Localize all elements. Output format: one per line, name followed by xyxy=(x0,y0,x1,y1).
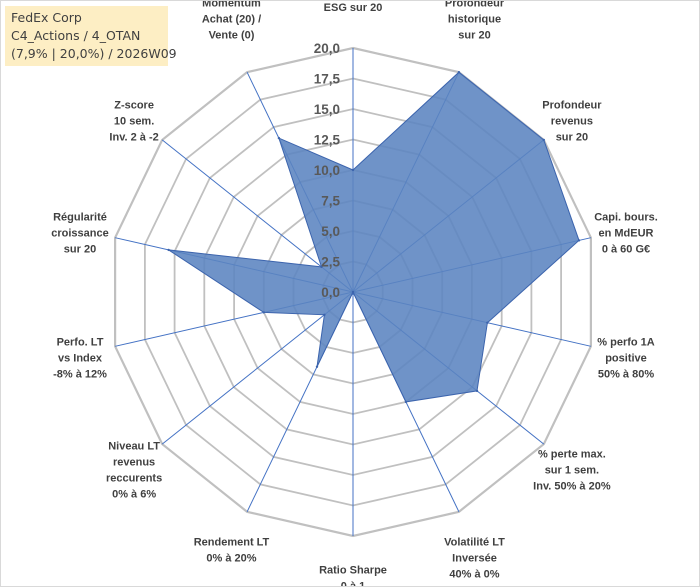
data-point xyxy=(457,71,461,74)
axis-label: Ratio Sharpe0 à 1 xyxy=(319,564,387,586)
tick-label: 2,5 xyxy=(321,255,340,270)
tick-label: 0,0 xyxy=(321,285,340,300)
data-point xyxy=(351,290,355,294)
axis-label: Perfo. LT vs Index -8% à 12% xyxy=(53,336,107,380)
chart-title-box: FedEx Corp C4_Actions / 4_OTAN (7,9% | 2… xyxy=(5,6,177,66)
period-stats: (7,9% | 20,0%) / 2026W09 xyxy=(11,46,177,61)
axis-spoke xyxy=(161,291,354,445)
data-point xyxy=(404,400,408,404)
data-point xyxy=(486,321,489,324)
axis-label: Profondeur historique sur 20 xyxy=(445,1,505,42)
data-point xyxy=(542,138,545,142)
company-name: FedEx Corp xyxy=(11,10,82,25)
tick-label: 15,0 xyxy=(314,102,340,117)
data-point xyxy=(315,365,319,368)
tick-label: 20,0 xyxy=(314,41,340,56)
axis-label: NoteESG sur 20 xyxy=(324,1,383,14)
radar-tick-labels: 0,0 2,5 5,0 7,5 10,0 12,5 15,0 17,5 20,0 xyxy=(314,41,341,300)
tick-label: 5,0 xyxy=(321,224,340,239)
tick-label: 10,0 xyxy=(314,163,340,178)
data-point xyxy=(320,265,323,269)
axis-label: Volatilité LT Inversée 40% à 0% xyxy=(444,537,505,581)
data-point xyxy=(323,313,326,316)
tick-label: 17,5 xyxy=(314,72,341,87)
axis-label: Z-score 10 sem. Inv. 2 à -2 xyxy=(109,99,158,143)
portfolio-category: C4_Actions / 4_OTAN xyxy=(11,28,141,43)
axis-label: % perfo 1A positive 50% à 80% xyxy=(597,336,655,380)
data-point xyxy=(577,239,581,242)
axis-label: Niveau LT revenus reccurents 0% à 6% xyxy=(106,441,162,501)
data-point xyxy=(262,311,265,314)
axis-label: Capi. bours. en MdEUR 0 à 60 G€ xyxy=(594,212,658,256)
data-point xyxy=(167,248,170,252)
series-area xyxy=(168,71,580,403)
axis-label: Profondeur revenus sur 20 xyxy=(542,99,602,143)
tick-label: 12,5 xyxy=(314,133,341,148)
data-point xyxy=(277,136,281,140)
radar-series xyxy=(167,71,581,404)
data-point xyxy=(351,168,355,172)
tick-label: 7,5 xyxy=(321,194,340,209)
data-point xyxy=(475,389,479,393)
axis-label: Régularité croissance sur 20 xyxy=(51,212,108,256)
axis-label: % perte max. sur 1 sem. Inv. 50% à 20% xyxy=(533,449,611,493)
axis-label: Rendement LT 0% à 20% xyxy=(194,537,270,565)
axis-label: Momentum Achat (20) / Vente (0) xyxy=(202,1,261,42)
